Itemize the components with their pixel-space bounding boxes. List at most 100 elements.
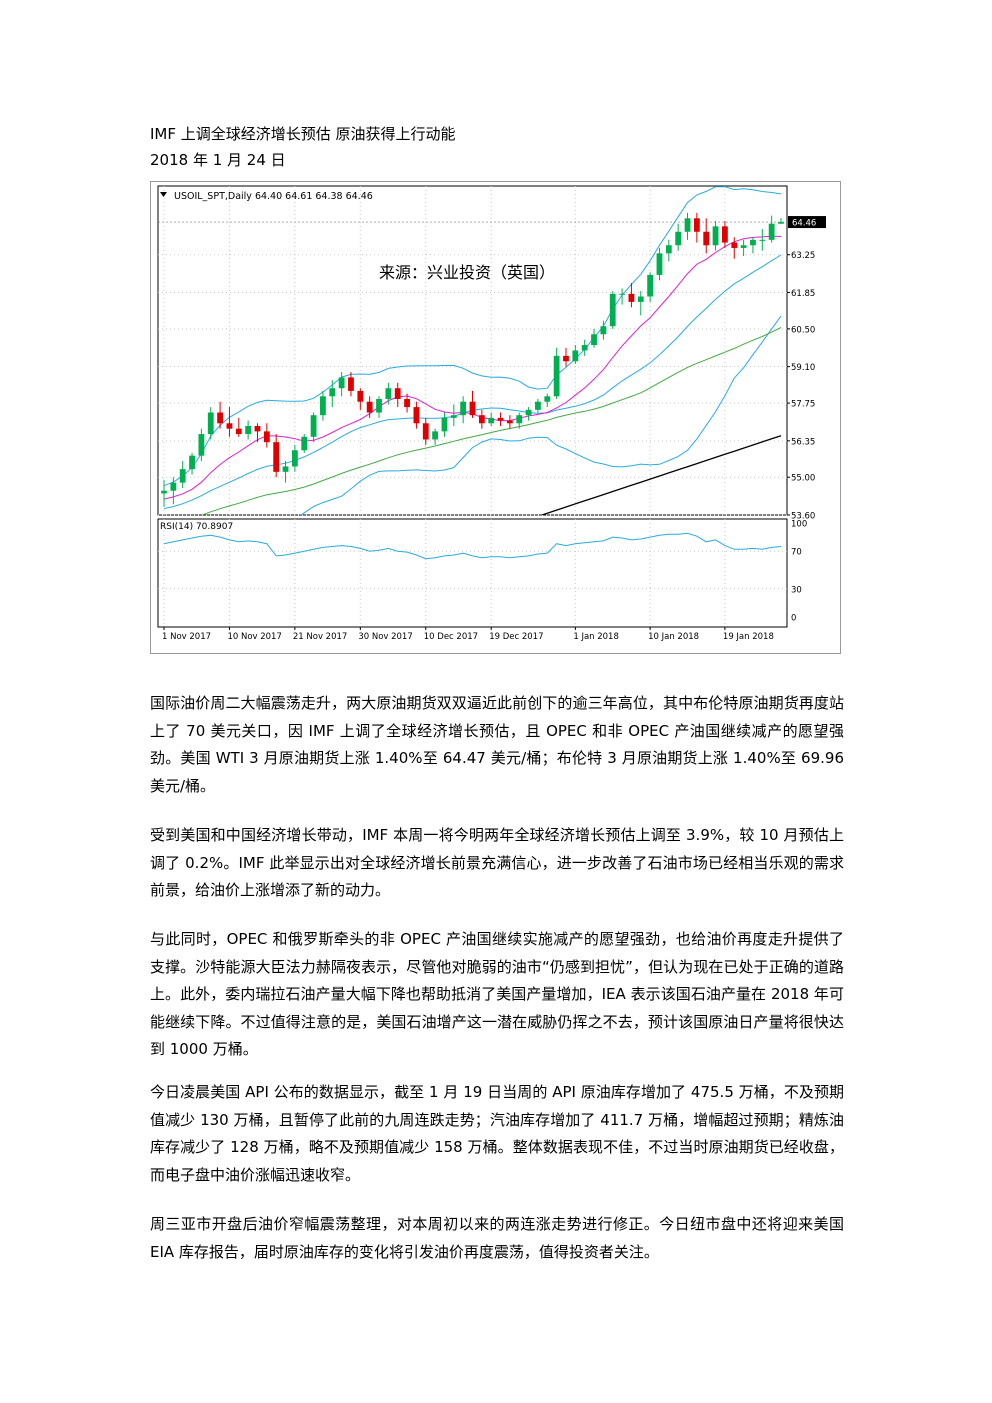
candle-body: [525, 409, 532, 416]
candle-body: [385, 388, 392, 400]
time-tick-label: 10 Dec 2017: [424, 632, 478, 642]
paragraph-1: 国际油价周二大幅震荡走升，两大原油期货双双逼近此前创下的逾三年高位，其中布伦特原…: [150, 694, 844, 795]
candle-body: [591, 334, 597, 346]
candle-body: [553, 355, 560, 397]
candle-body: [217, 412, 223, 424]
price-tick-label: 56.35: [791, 437, 815, 447]
candle-body: [450, 415, 457, 418]
candle-body: [245, 425, 252, 435]
time-tick-label: 1 Jan 2018: [573, 632, 619, 642]
candle-body: [235, 428, 242, 435]
bollinger-middle-line: [163, 254, 782, 510]
candle-body: [320, 396, 326, 416]
candle-body: [619, 293, 625, 295]
candle-body: [647, 274, 654, 297]
paragraph-3: 与此同时，OPEC 和俄罗斯牵头的非 OPEC 产油国继续实施减产的愿望强劲，也…: [150, 930, 844, 1058]
candle-body: [535, 401, 541, 410]
candle-body: [179, 469, 186, 483]
price-tick-label: 59.10: [791, 363, 815, 373]
candle-body: [263, 431, 270, 443]
candle-body: [609, 293, 616, 327]
price-tick-label: 55.00: [791, 474, 815, 484]
time-tick-label: 19 Jan 2018: [723, 632, 774, 642]
candle-body: [357, 390, 364, 402]
article-title: IMF 上调全球经济增长预估 原油获得上行动能: [150, 125, 456, 143]
chart-canvas: 63.25 61.85 60.50 59.10 57.75 56.35 55.00 53.60…: [157, 185, 826, 642]
rsi-panel-frame: [157, 518, 788, 628]
candle-body: [497, 417, 504, 421]
time-tick-label: 1 Nov 2017: [162, 632, 211, 642]
paragraph-4: 今日凌晨美国 API 公布的数据显示，截至 1 月 19 日当周的 API 原油…: [150, 1083, 844, 1184]
paragraph-5: 周三亚市开盘后油价窄幅震荡整理，对本周初以来的两连涨走势进行修正。今日纽市盘中还…: [150, 1215, 844, 1261]
time-tick-label: 30 Nov 2017: [358, 632, 412, 642]
oil-price-chart: 63.25 61.85 60.50 59.10 57.75 56.35 55.00 53.60…: [150, 181, 841, 654]
candle-body: [731, 242, 738, 248]
candle-body: [656, 253, 663, 275]
time-tick-label: 10 Nov 2017: [227, 632, 281, 642]
symbol-header: USOIL_SPT,Daily 64.40 64.61 64.38 64.46: [174, 191, 373, 202]
candle-body: [404, 399, 410, 408]
candle-body: [563, 355, 569, 362]
candle-body: [572, 350, 579, 362]
candle-body: [544, 396, 551, 402]
candle-body: [712, 226, 719, 246]
time-tick-label: 19 Dec 2017: [489, 632, 543, 642]
candle-body: [413, 407, 420, 424]
candle-body: [759, 239, 766, 241]
price-tick-label: 60.50: [791, 325, 815, 335]
candle-body: [703, 231, 710, 246]
candle-body: [684, 218, 691, 232]
time-tick-label: 10 Jan 2018: [648, 632, 699, 642]
last-price-label: 64.46: [792, 219, 816, 229]
source-watermark: 来源：兴业投资（英国）: [379, 263, 555, 282]
candle-body: [170, 482, 177, 491]
candle-body: [329, 388, 336, 397]
candle-body: [273, 442, 280, 472]
rsi-label: RSI(14) 70.8907: [160, 522, 233, 532]
candle-body: [478, 415, 485, 424]
candle-body: [291, 450, 298, 467]
ma-slow-line: [539, 435, 782, 515]
candle-body: [432, 431, 439, 440]
candle-body: [254, 425, 261, 432]
candle-body: [581, 345, 588, 351]
last-price-tag: [788, 216, 826, 229]
candle-body: [198, 434, 205, 456]
candle-body: [376, 399, 382, 413]
candle-body: [189, 455, 195, 470]
price-tick-label: 57.75: [791, 400, 815, 410]
candle-body: [441, 417, 448, 432]
candle-body: [161, 490, 167, 494]
candle-body: [226, 423, 233, 429]
candle-body: [460, 401, 467, 416]
paragraph-2: 受到美国和中国经济增长带动，IMF 本周一将今明两年全球经济增长预估上调至 3.…: [150, 826, 844, 899]
candle-body: [366, 401, 373, 413]
candle-body: [665, 245, 672, 254]
candle-body: [516, 415, 523, 424]
dropdown-triangle-icon: [160, 192, 167, 197]
time-tick-label: 21 Nov 2017: [293, 632, 347, 642]
rsi-tick-label: 30: [791, 585, 802, 595]
price-tick-label: 63.25: [791, 251, 815, 261]
rsi-tick-label: 70: [791, 548, 802, 558]
candle-body: [778, 222, 784, 224]
bollinger-upper-line: [163, 186, 782, 487]
candle-body: [768, 223, 775, 240]
candle-body: [693, 218, 700, 232]
candle-body: [628, 293, 635, 302]
candle-body: [338, 377, 345, 389]
ma-mid-line: [200, 327, 782, 515]
candle-body: [422, 423, 429, 440]
candle-body: [637, 296, 644, 302]
candle-body: [348, 377, 354, 391]
candle-body: [207, 412, 214, 435]
bollinger-lower-line: [300, 315, 782, 515]
candle-body: [506, 420, 513, 424]
rsi-tick-label: 0: [791, 614, 796, 624]
candle-body: [750, 239, 756, 246]
candle-body: [301, 436, 308, 451]
candle-body: [600, 326, 607, 335]
candle-body: [675, 231, 682, 246]
candle-body: [722, 226, 728, 243]
article-date: 2018 年 1 月 24 日: [150, 151, 286, 169]
